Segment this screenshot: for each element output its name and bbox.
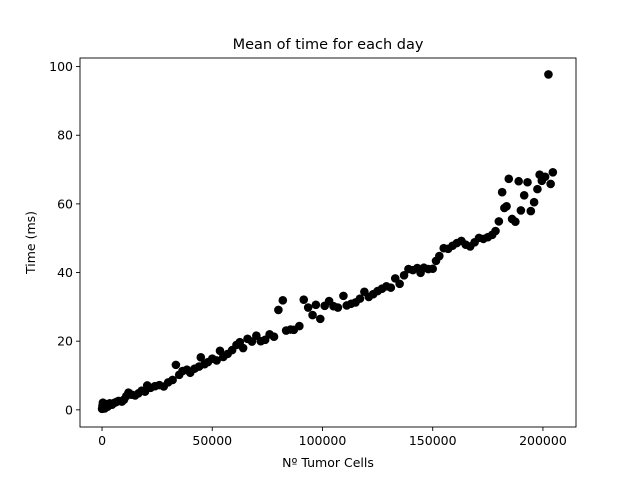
data-point — [435, 251, 444, 261]
data-point — [516, 206, 526, 215]
y-tick-label: 20 — [57, 334, 73, 349]
data-point — [519, 191, 529, 200]
data-point — [504, 174, 514, 184]
data-point — [315, 314, 325, 324]
y-tick-label: 40 — [57, 265, 73, 280]
data-point — [295, 321, 304, 331]
x-axis-label: Nº Tumor Cells — [282, 455, 374, 470]
data-point — [247, 337, 257, 346]
data-point — [395, 279, 404, 289]
data-point — [196, 353, 206, 362]
data-point — [212, 356, 221, 365]
data-point — [238, 343, 248, 353]
data-point — [497, 187, 507, 197]
x-tick-label: 100000 — [299, 433, 347, 448]
data-point — [544, 70, 553, 79]
data-point — [526, 206, 536, 216]
data-point — [269, 332, 279, 342]
y-axis-label: Time (ms) — [23, 211, 38, 275]
x-tick-label: 0 — [98, 433, 106, 448]
x-tick-label: 150000 — [409, 433, 457, 448]
data-point — [502, 201, 511, 211]
y-axis-ticks: 0 20 40 60 80 100 — [49, 59, 80, 417]
data-point — [303, 303, 313, 312]
data-point — [168, 375, 177, 385]
data-point — [171, 360, 181, 370]
x-tick-label: 50000 — [192, 433, 232, 448]
data-point — [333, 303, 343, 312]
data-point — [540, 172, 550, 182]
data-point — [523, 177, 532, 187]
data-point — [399, 270, 409, 280]
data-point — [355, 294, 365, 303]
data-point — [386, 283, 396, 292]
plot-frame — [79, 57, 577, 428]
x-axis-ticks: 0 50000 100000 150000 200000 — [98, 427, 567, 448]
data-point — [299, 295, 309, 304]
data-point — [311, 300, 321, 310]
y-tick-label: 80 — [57, 128, 73, 143]
x-tick-label: 200000 — [519, 433, 567, 448]
data-point — [339, 291, 348, 301]
data-point — [546, 179, 555, 189]
data-point — [274, 305, 283, 315]
data-point — [511, 217, 520, 227]
data-point — [491, 226, 500, 236]
data-points — [97, 70, 558, 414]
data-point — [428, 264, 438, 274]
y-tick-label: 60 — [57, 196, 73, 211]
y-tick-label: 100 — [49, 59, 73, 74]
data-point — [529, 197, 539, 207]
data-point — [308, 310, 317, 320]
data-point — [514, 176, 523, 186]
data-point — [533, 184, 542, 194]
data-point — [494, 217, 504, 226]
y-tick-label: 0 — [65, 402, 73, 417]
data-point — [278, 296, 288, 305]
chart-title: Mean of time for each day — [233, 37, 424, 53]
data-point — [548, 168, 558, 177]
